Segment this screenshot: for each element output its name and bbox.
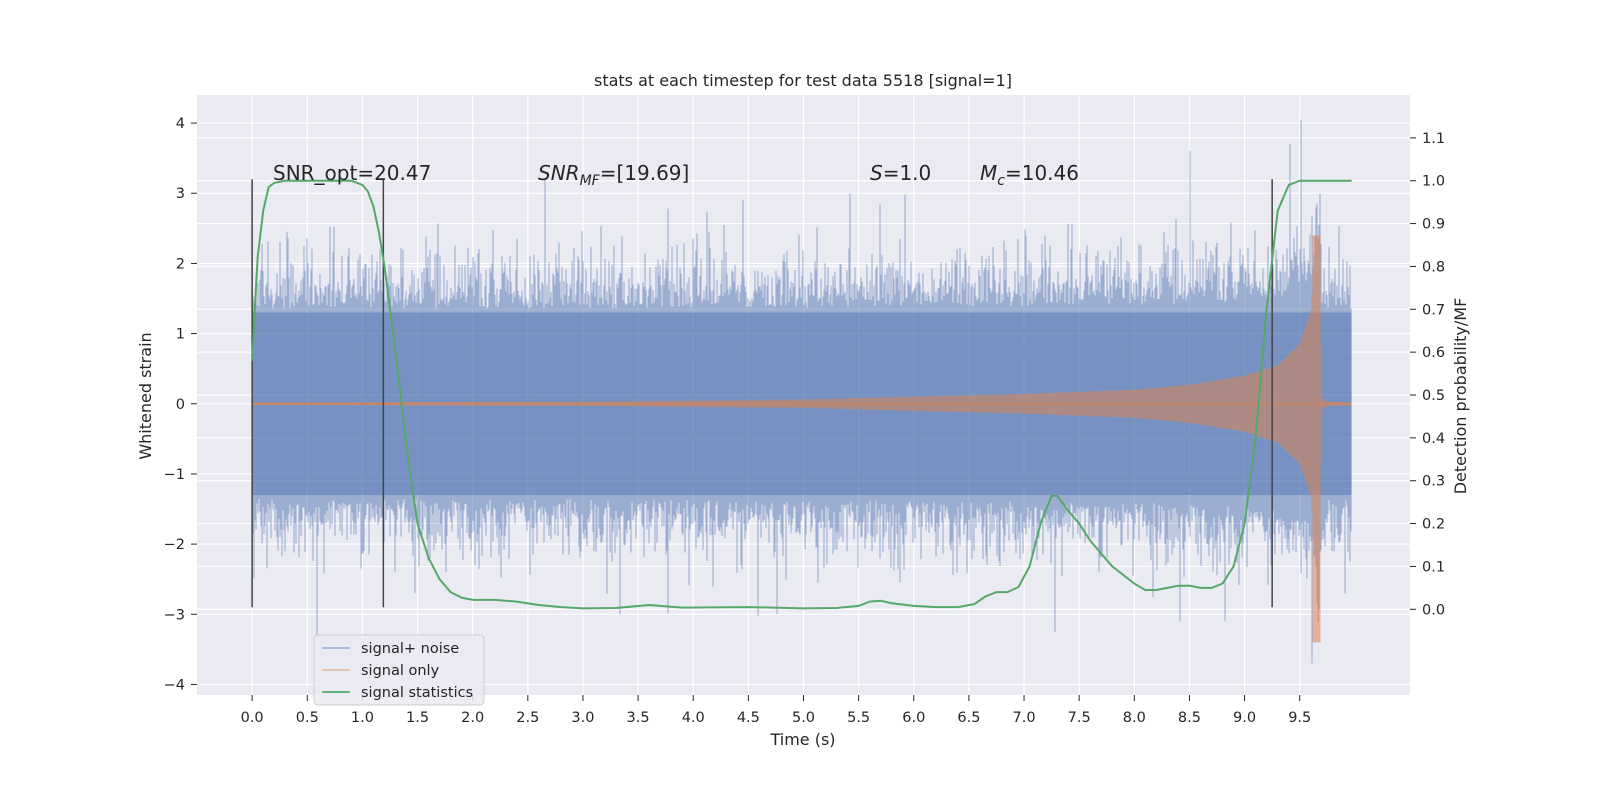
annotation-s: S=1.0 <box>870 161 931 185</box>
signal-only-series <box>252 235 1352 643</box>
y-axis-left-ticks: 4 3 2 1 0 −1 −2 −3 −4 <box>164 116 197 693</box>
annotation-snr-mf: SNRMF=[19.69] <box>538 161 689 189</box>
annotation-mc: Mc=10.46 <box>980 161 1079 189</box>
x-tick-label: 2.5 <box>516 710 539 726</box>
x-tick-label: 4.0 <box>682 710 705 726</box>
annotation-s-main: S <box>870 161 883 185</box>
annotation-snr-mf-value: =[19.69] <box>600 161 690 185</box>
y-right-tick-label: 1.1 <box>1422 131 1445 147</box>
legend-noise-label: signal+ noise <box>361 641 459 657</box>
y-left-tick-label: −3 <box>164 607 185 623</box>
y-right-tick-label: 0.2 <box>1422 517 1445 533</box>
annotation-mc-main: M <box>980 161 997 185</box>
y-left-tick-label: 2 <box>176 256 185 272</box>
y-left-tick-label: 4 <box>176 116 185 132</box>
x-tick-label: 1.0 <box>351 710 374 726</box>
annotation-snr-mf-sub: MF <box>580 173 601 189</box>
y-left-tick-label: −1 <box>164 467 185 483</box>
vertical-markers <box>251 179 1273 608</box>
x-tick-label: 5.0 <box>792 710 815 726</box>
y-axis-left-label: Whitened strain <box>136 332 155 459</box>
x-tick-label: 9.0 <box>1233 710 1256 726</box>
x-tick-label: 3.5 <box>627 710 650 726</box>
y-left-tick-label: 0 <box>176 397 185 413</box>
x-tick-label: 6.0 <box>902 710 925 726</box>
x-tick-label: 7.0 <box>1013 710 1036 726</box>
x-axis-label: Time (s) <box>769 730 835 749</box>
x-tick-label: 8.5 <box>1178 710 1201 726</box>
y-left-tick-label: −4 <box>164 677 185 693</box>
y-right-tick-label: 0.8 <box>1422 259 1445 275</box>
x-tick-label: 8.0 <box>1123 710 1146 726</box>
y-right-tick-label: 0.3 <box>1422 474 1445 490</box>
x-tick-label: 7.5 <box>1068 710 1091 726</box>
legend-stat-label: signal statistics <box>361 685 473 701</box>
legend-signal-label: signal only <box>361 663 440 679</box>
x-tick-label: 5.5 <box>847 710 870 726</box>
annotation-mc-sub: c <box>997 173 1005 189</box>
x-tick-label: 3.0 <box>571 710 594 726</box>
y-right-tick-label: 0.0 <box>1422 602 1445 618</box>
x-axis-ticks: 0.0 0.5 1.0 1.5 2.0 2.5 3.0 3.5 4.0 4.5 5.0 5.5 6.0 6… <box>241 695 1311 726</box>
annotation-snr-opt: SNR_opt=20.47 <box>273 161 431 185</box>
y-left-tick-label: 3 <box>176 186 185 202</box>
annotation-snr-mf-main: SNR <box>538 161 580 185</box>
y-left-tick-label: −2 <box>164 537 185 553</box>
x-tick-label: 2.0 <box>461 710 484 726</box>
y-axis-right-ticks: 1.1 1.0 0.9 0.8 0.7 0.6 0.5 0.4 0.3 0.2 0.1 0.0 <box>1410 131 1445 618</box>
y-right-tick-label: 0.6 <box>1422 345 1445 361</box>
y-right-tick-label: 0.9 <box>1422 217 1445 233</box>
annotation-s-value: =1.0 <box>883 161 932 185</box>
x-tick-label: 4.5 <box>737 710 760 726</box>
y-right-tick-label: 0.7 <box>1422 302 1445 318</box>
y-left-tick-label: 1 <box>176 327 185 343</box>
chart-title: stats at each timestep for test data 551… <box>594 71 1012 90</box>
x-tick-label: 0.0 <box>241 710 264 726</box>
signal-statistics-line <box>251 179 1352 610</box>
x-tick-label: 1.5 <box>406 710 429 726</box>
signal-statistics-series <box>251 179 1352 610</box>
y-right-tick-label: 0.5 <box>1422 388 1445 404</box>
legend: signal+ noise signal only signal statist… <box>313 634 485 706</box>
y-right-tick-label: 0.1 <box>1422 559 1445 575</box>
y-axis-right-label: Detection probability/MF <box>1451 298 1470 495</box>
x-tick-label: 9.5 <box>1288 710 1311 726</box>
x-tick-label: 0.5 <box>296 710 319 726</box>
x-tick-label: 6.5 <box>957 710 980 726</box>
annotation-mc-value: =10.46 <box>1005 161 1079 185</box>
y-right-tick-label: 0.4 <box>1422 431 1445 447</box>
legend-box <box>313 634 485 706</box>
y-right-tick-label: 1.0 <box>1422 174 1445 190</box>
